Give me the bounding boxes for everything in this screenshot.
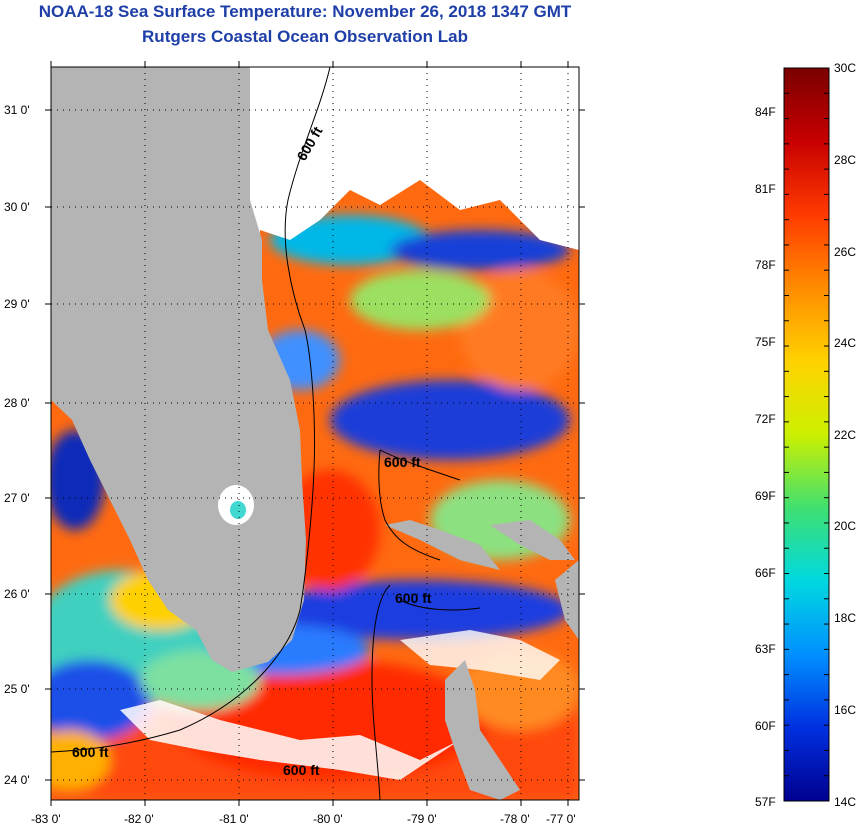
contour-label-south: 600 ft bbox=[283, 762, 320, 778]
lon-label-80: -80 0' bbox=[313, 812, 343, 826]
lat-label-24: 24 0' bbox=[4, 773, 30, 787]
grand-bahama-land bbox=[385, 520, 500, 570]
abaco-land bbox=[490, 520, 575, 560]
colorbar-f-66: 66F bbox=[755, 566, 776, 580]
colorbar-f-63: 63F bbox=[755, 642, 776, 656]
colorbar bbox=[783, 67, 830, 802]
lat-label-26: 26 0' bbox=[4, 587, 30, 601]
colorbar-c-18: 18C bbox=[834, 611, 857, 625]
colorbar-f-57: 57F bbox=[755, 795, 776, 809]
colorbar-c-22: 22C bbox=[834, 428, 857, 442]
colorbar-c-16: 16C bbox=[834, 703, 857, 717]
lon-label-78: -78 0' bbox=[500, 812, 530, 826]
map-subtitle: Rutgers Coastal Ocean Observation Lab bbox=[142, 27, 468, 46]
contour-label-bahama-bank: 600 ft bbox=[384, 454, 421, 470]
lon-label-77: -77 0' bbox=[546, 812, 576, 826]
colorbar-c-24: 24C bbox=[834, 336, 857, 350]
colorbar-f-72: 72F bbox=[755, 412, 776, 426]
lat-label-30: 30 0' bbox=[4, 200, 30, 214]
colorbar-f-78: 78F bbox=[755, 258, 776, 272]
lon-label-82: -82 0' bbox=[124, 812, 154, 826]
lat-label-27: 27 0' bbox=[4, 491, 30, 505]
colorbar-f-81: 81F bbox=[755, 182, 776, 196]
map-title: NOAA-18 Sea Surface Temperature: Novembe… bbox=[38, 2, 572, 21]
colorbar-f-75: 75F bbox=[755, 335, 776, 349]
lat-label-31: 31 0' bbox=[4, 103, 30, 117]
colorbar-f-60: 60F bbox=[755, 719, 776, 733]
andros-land bbox=[445, 660, 520, 800]
lon-label-79: -79 0' bbox=[407, 812, 437, 826]
map-frame bbox=[50, 66, 580, 801]
colorbar-f-84: 84F bbox=[755, 105, 776, 119]
colorbar-c-14: 14C bbox=[834, 795, 857, 809]
sst-field bbox=[51, 67, 579, 800]
contour-label-straits: 600 ft bbox=[395, 590, 432, 606]
lat-label-28: 28 0' bbox=[4, 396, 30, 410]
contour-label-gulf: 600 ft bbox=[72, 744, 109, 760]
lon-label-83: -83 0' bbox=[31, 812, 61, 826]
colorbar-f-69: 69F bbox=[755, 489, 776, 503]
colorbar-c-20: 20C bbox=[834, 519, 857, 533]
colorbar-c-26: 26C bbox=[834, 245, 857, 259]
colorbar-c-30: 30C bbox=[834, 61, 857, 75]
lon-label-81: -81 0' bbox=[219, 812, 249, 826]
colorbar-c-28: 28C bbox=[834, 153, 857, 167]
lat-label-29: 29 0' bbox=[4, 297, 30, 311]
lat-label-25: 25 0' bbox=[4, 682, 30, 696]
eleuthera-land bbox=[555, 560, 579, 640]
